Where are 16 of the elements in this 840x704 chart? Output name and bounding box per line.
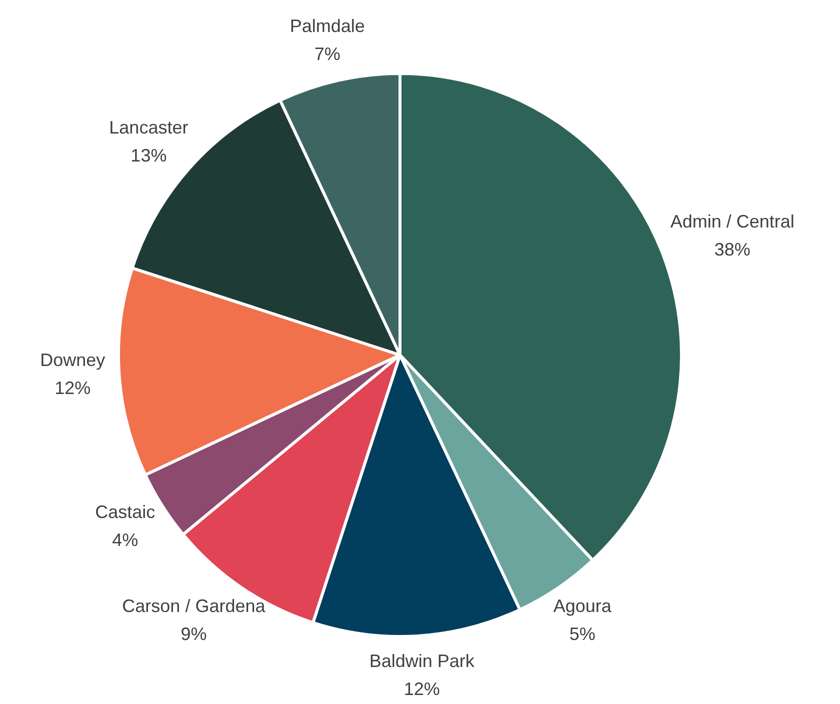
slice-label: Downey bbox=[40, 350, 106, 370]
data-label: 4% bbox=[112, 530, 138, 550]
slice-label: Carson / Gardena bbox=[122, 596, 266, 616]
slice-label: Castaic bbox=[95, 502, 156, 522]
slice-label: Agoura bbox=[553, 596, 612, 616]
slice-label: Palmdale bbox=[290, 16, 365, 36]
slice-label: Admin / Central bbox=[670, 212, 794, 232]
data-label: 13% bbox=[130, 145, 167, 166]
data-label: 12% bbox=[54, 378, 91, 398]
slice-label: Lancaster bbox=[109, 117, 188, 138]
slice-label: Baldwin Park bbox=[369, 650, 476, 671]
data-label: 5% bbox=[569, 624, 596, 644]
data-label: 38% bbox=[714, 240, 750, 260]
data-label: 9% bbox=[180, 624, 207, 644]
data-label: 12% bbox=[404, 678, 440, 699]
data-label: 7% bbox=[314, 44, 340, 64]
